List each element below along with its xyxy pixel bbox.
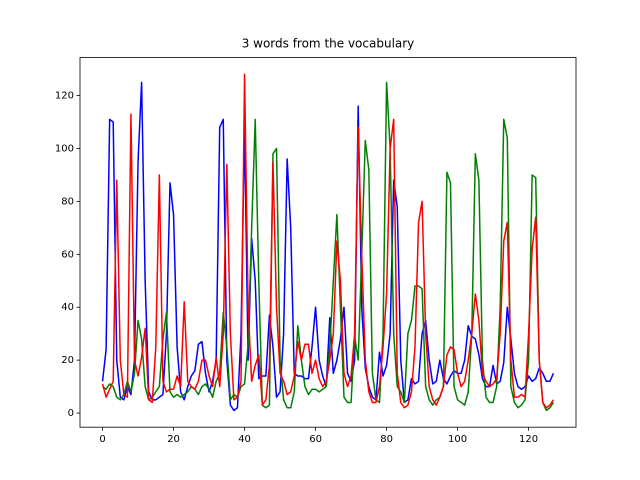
- x-tick-label: 40: [238, 434, 251, 445]
- y-tick-label: 80: [61, 196, 74, 207]
- chart-title: 3 words from the vocabulary: [242, 37, 415, 51]
- x-tick-label: 0: [99, 434, 105, 445]
- plot-frame: [79, 57, 577, 428]
- x-tick-label: 100: [448, 434, 467, 445]
- line-series: [101, 81, 555, 412]
- x-tick-label: 20: [167, 434, 180, 445]
- x-tick-label: 80: [380, 434, 393, 445]
- y-tick-label: 0: [68, 408, 74, 419]
- x-tick-label: 120: [519, 434, 538, 445]
- y-tick-label: 60: [61, 249, 74, 260]
- line-series: [101, 73, 555, 409]
- x-tick-label: 60: [309, 434, 322, 445]
- y-tick-label: 40: [61, 302, 74, 313]
- y-tick-label: 20: [61, 355, 74, 366]
- y-tick-label: 120: [55, 91, 74, 102]
- y-tick-label: 100: [55, 143, 74, 154]
